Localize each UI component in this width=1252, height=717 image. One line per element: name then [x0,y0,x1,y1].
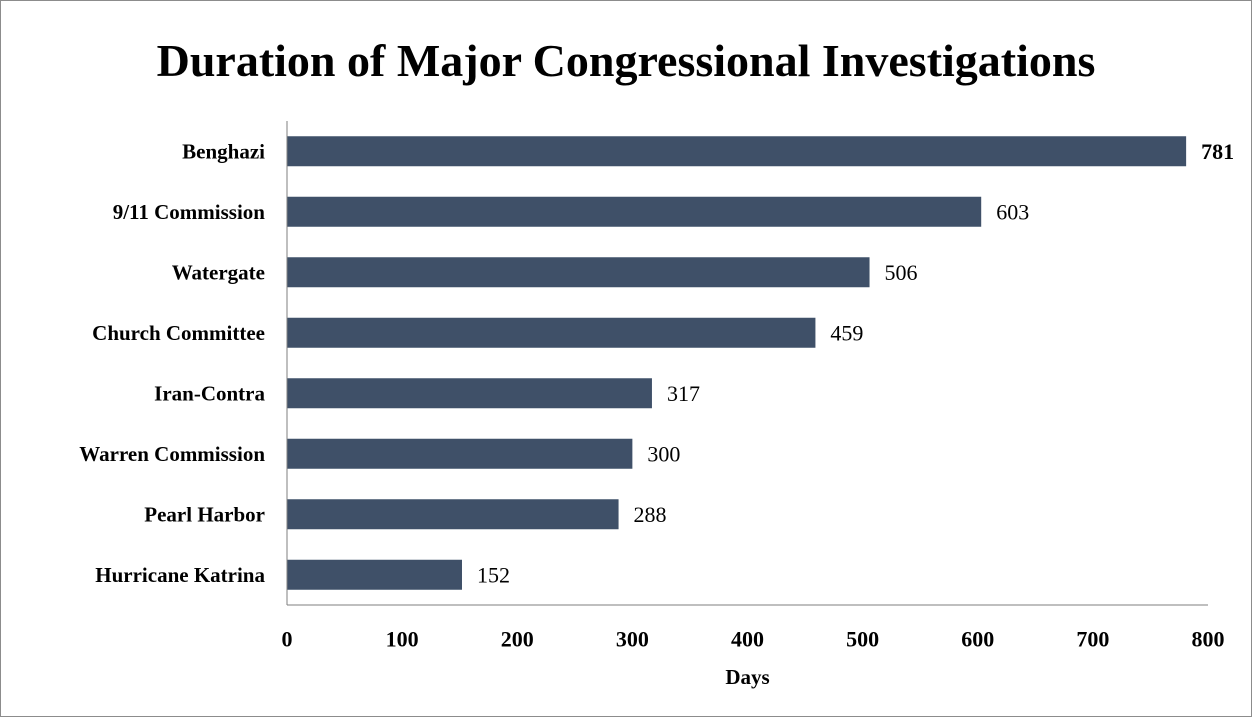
data-label: 781 [1201,139,1234,164]
bar [287,438,633,469]
category-label: 9/11 Commission [113,200,266,224]
x-tick-label: 100 [386,627,419,652]
x-tick-label: 800 [1192,627,1225,652]
bar [287,257,870,288]
x-axis-title: Days [725,665,769,689]
bar [287,136,1187,167]
data-label: 459 [830,320,863,345]
x-tick-label: 300 [616,627,649,652]
category-label: Iran-Contra [154,381,265,405]
bar [287,378,652,409]
category-label: Hurricane Katrina [95,563,265,587]
bar [287,559,462,590]
category-label: Pearl Harbor [144,502,265,526]
x-tick-label: 400 [731,627,764,652]
data-label: 152 [477,562,510,587]
category-label: Watergate [172,260,265,284]
bar [287,317,816,348]
data-label: 506 [885,260,918,285]
data-label: 603 [996,199,1029,224]
x-tick-label: 500 [846,627,879,652]
bar [287,499,619,530]
chart-title: Duration of Major Congressional Investig… [156,35,1096,86]
category-label: Warren Commission [79,442,265,466]
bar [287,196,982,227]
data-label: 317 [667,381,700,406]
data-label: 300 [647,441,680,466]
x-tick-label: 0 [282,627,293,652]
x-tick-label: 700 [1076,627,1109,652]
category-label: Benghazi [182,139,265,163]
data-label: 288 [634,502,667,527]
category-label: Church Committee [92,321,265,345]
x-tick-label: 200 [501,627,534,652]
x-tick-label: 600 [961,627,994,652]
